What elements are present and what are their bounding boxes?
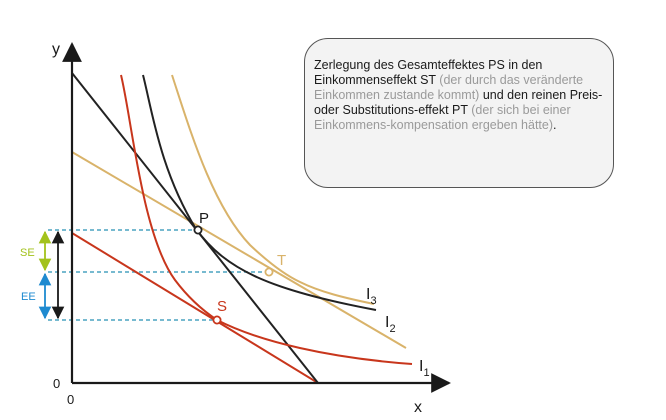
info-text-main-2: und den reinen Preis- oder Substitutions… bbox=[314, 88, 603, 117]
curve-i3-label: I3 bbox=[366, 286, 377, 307]
budget-line-red bbox=[71, 232, 319, 384]
indifference-curve-i3 bbox=[171, 74, 375, 305]
se-label: SE bbox=[20, 247, 35, 259]
y-axis-label: y bbox=[52, 41, 60, 58]
x-axis-label: x bbox=[414, 399, 422, 416]
point-p-label: P bbox=[199, 210, 209, 227]
info-text-note-2: (der sich bei einer Einkommens-kompensat… bbox=[314, 103, 571, 132]
point-s-label: S bbox=[217, 298, 227, 315]
info-text-note-1: (der durch das veränderte Einkommen zust… bbox=[314, 73, 584, 102]
point-t-marker bbox=[264, 267, 274, 277]
curve-i3-subscript: 3 bbox=[370, 295, 376, 307]
indifference-curve-i1 bbox=[120, 74, 413, 365]
point-t-label: T bbox=[277, 252, 286, 269]
curve-i1-label: I1 bbox=[419, 358, 430, 379]
origin-y-label: 0 bbox=[53, 376, 60, 391]
curve-i2-subscript: 2 bbox=[389, 323, 395, 335]
ee-label: EE bbox=[21, 291, 36, 303]
budget-line-tan bbox=[71, 151, 407, 349]
curve-i1-subscript: 1 bbox=[423, 367, 429, 379]
point-p-marker bbox=[193, 225, 203, 235]
point-s-marker bbox=[212, 315, 222, 325]
info-box: Zerlegung des Gesamteffektes PS in den E… bbox=[304, 38, 614, 188]
info-text-main-1: Zerlegung des Gesamteffektes PS in den E… bbox=[314, 58, 543, 87]
curve-i2-label: I2 bbox=[385, 314, 396, 335]
origin-x-label: 0 bbox=[67, 392, 74, 407]
info-text-end: . bbox=[553, 118, 557, 132]
